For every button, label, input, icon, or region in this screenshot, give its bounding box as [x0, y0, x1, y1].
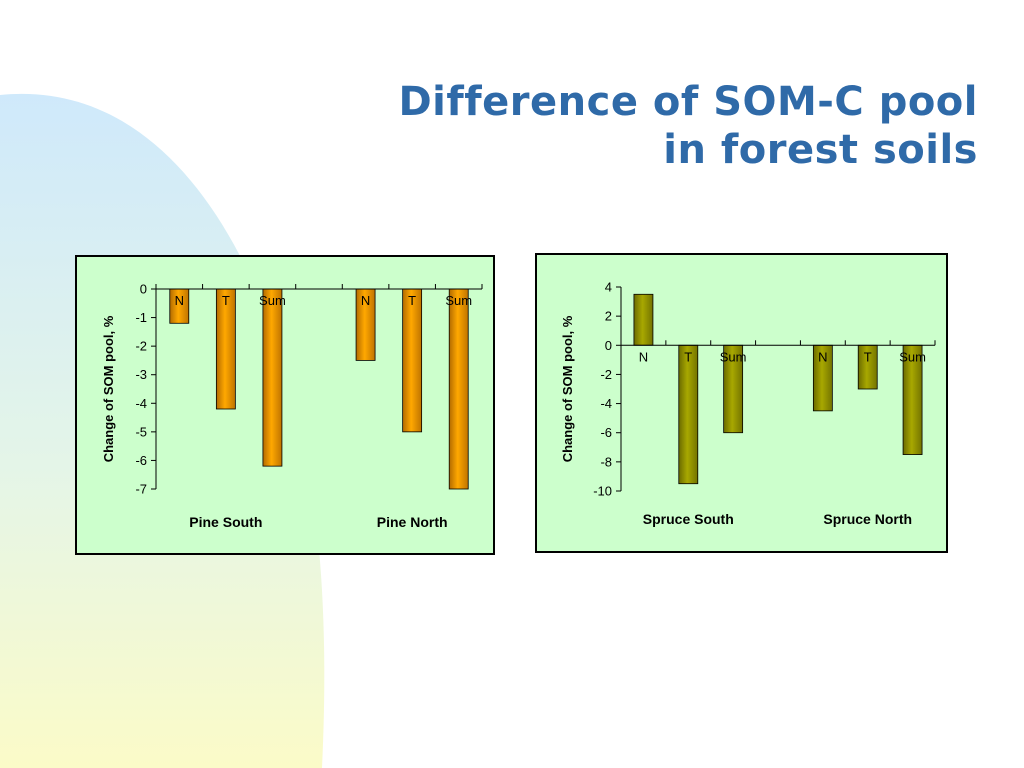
y-tick-label: -2 — [600, 367, 612, 382]
y-tick-label: 0 — [605, 338, 612, 353]
y-axis-title: Change of SOM pool, % — [560, 315, 575, 462]
bar-category-label: T — [222, 293, 230, 308]
y-axis-title: Change of SOM pool, % — [101, 315, 116, 462]
bar-sum — [448, 288, 469, 490]
pine-chart-panel: 0 -1 -2 -3 -4 -5 -6 -7 Change of SOM pool, % N T Su… — [75, 255, 495, 555]
bar-category-label: Sum — [445, 293, 472, 308]
y-tick-label: -4 — [600, 396, 612, 411]
pine-bar-chart: 0 -1 -2 -3 -4 -5 -6 -7 Change of SOM pool, % N T Su… — [101, 282, 483, 530]
bar-category-label: N — [361, 293, 370, 308]
bar-t — [678, 344, 699, 485]
y-tick-label: -1 — [135, 310, 147, 325]
bar-category-label: T — [684, 349, 692, 364]
bar-sum — [262, 288, 283, 467]
bar-n — [633, 293, 654, 346]
bar-category-label: Sum — [899, 349, 926, 364]
bar-category-label: N — [818, 349, 827, 364]
bar-category-label: Sum — [259, 293, 286, 308]
y-tick-label: 2 — [605, 309, 612, 324]
y-tick-label: -5 — [135, 424, 147, 439]
group-label: Spruce South — [643, 511, 734, 527]
group-label: Pine South — [189, 514, 262, 530]
slide-title-line-1: Difference of SOM-C pool — [398, 79, 978, 125]
y-tick-label: -6 — [600, 425, 612, 440]
y-tick-label: -2 — [135, 339, 147, 354]
y-tick-label: 4 — [605, 280, 612, 295]
bar-category-label: N — [639, 349, 648, 364]
spruce-chart-panel: 4 2 0 -2 -4 -6 -8 -10 Change of SOM pool, % N T Sum… — [535, 253, 948, 553]
bar-t — [402, 288, 423, 433]
y-tick-label: 0 — [140, 282, 147, 297]
slide-title-line-2: in forest soils — [663, 127, 978, 173]
bar-category-label: T — [408, 293, 416, 308]
spruce-bar-chart: 4 2 0 -2 -4 -6 -8 -10 Change of SOM pool, % N T Sum… — [560, 280, 936, 527]
bar-category-label: N — [175, 293, 184, 308]
bar-category-label: Sum — [720, 349, 747, 364]
slide-title: Difference of SOM-C pool in forest soils — [398, 78, 978, 174]
group-label: Pine North — [377, 514, 448, 530]
y-tick-label: -8 — [600, 454, 612, 469]
y-tick-label: -6 — [135, 453, 147, 468]
group-label: Spruce North — [823, 511, 912, 527]
y-tick-label: -4 — [135, 396, 147, 411]
bar-category-label: T — [864, 349, 872, 364]
y-tick-label: -7 — [135, 482, 147, 497]
y-tick-label: -3 — [135, 367, 147, 382]
y-tick-label: -10 — [593, 484, 612, 499]
